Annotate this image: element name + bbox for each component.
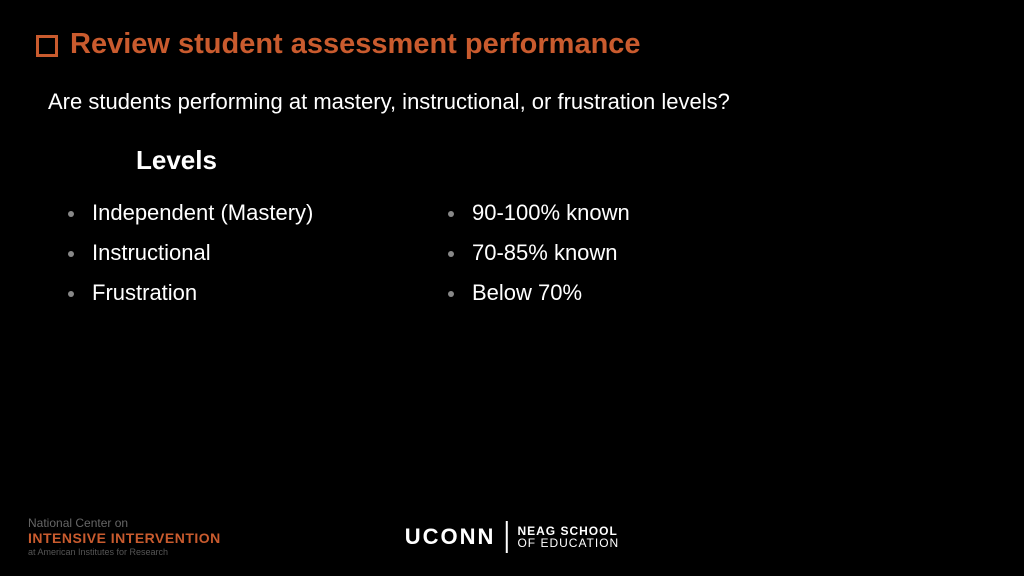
bullet-icon: [448, 291, 454, 297]
checkbox-icon: [36, 35, 58, 57]
percentage-label: 90-100% known: [472, 200, 630, 226]
nci-main-text: INTENSIVE INTERVENTION: [28, 530, 221, 547]
list-item: Independent (Mastery): [68, 200, 428, 226]
levels-column: Independent (Mastery) Instructional Frus…: [68, 200, 428, 320]
uconn-text: UCONN: [405, 524, 496, 550]
percentage-label: Below 70%: [472, 280, 582, 306]
subtitle: Are students performing at mastery, inst…: [0, 61, 1024, 115]
columns: Independent (Mastery) Instructional Frus…: [0, 176, 1024, 320]
nci-top-text: National Center on: [28, 516, 221, 530]
nci-sub-text: at American Institutes for Research: [28, 547, 221, 558]
level-label: Independent (Mastery): [92, 200, 313, 226]
neag-bottom-text: OF EDUCATION: [517, 537, 619, 549]
list-item: 70-85% known: [448, 240, 808, 266]
divider-icon: [505, 521, 507, 553]
nci-logo: National Center on INTENSIVE INTERVENTIO…: [28, 516, 221, 558]
bullet-icon: [68, 291, 74, 297]
list-item: 90-100% known: [448, 200, 808, 226]
level-label: Frustration: [92, 280, 197, 306]
list-item: Frustration: [68, 280, 428, 306]
bullet-icon: [448, 251, 454, 257]
footer: National Center on INTENSIVE INTERVENTIO…: [0, 516, 1024, 558]
neag-text: NEAG SCHOOL OF EDUCATION: [517, 525, 619, 549]
percentage-label: 70-85% known: [472, 240, 618, 266]
list-item: Below 70%: [448, 280, 808, 306]
level-label: Instructional: [92, 240, 211, 266]
title-row: Review student assessment performance: [0, 0, 1024, 61]
uconn-logo: UCONN NEAG SCHOOL OF EDUCATION: [405, 521, 619, 553]
page-title: Review student assessment performance: [70, 28, 641, 61]
percentages-column: 90-100% known 70-85% known Below 70%: [448, 200, 808, 320]
bullet-icon: [448, 211, 454, 217]
bullet-icon: [68, 251, 74, 257]
section-heading: Levels: [0, 115, 1024, 176]
bullet-icon: [68, 211, 74, 217]
list-item: Instructional: [68, 240, 428, 266]
